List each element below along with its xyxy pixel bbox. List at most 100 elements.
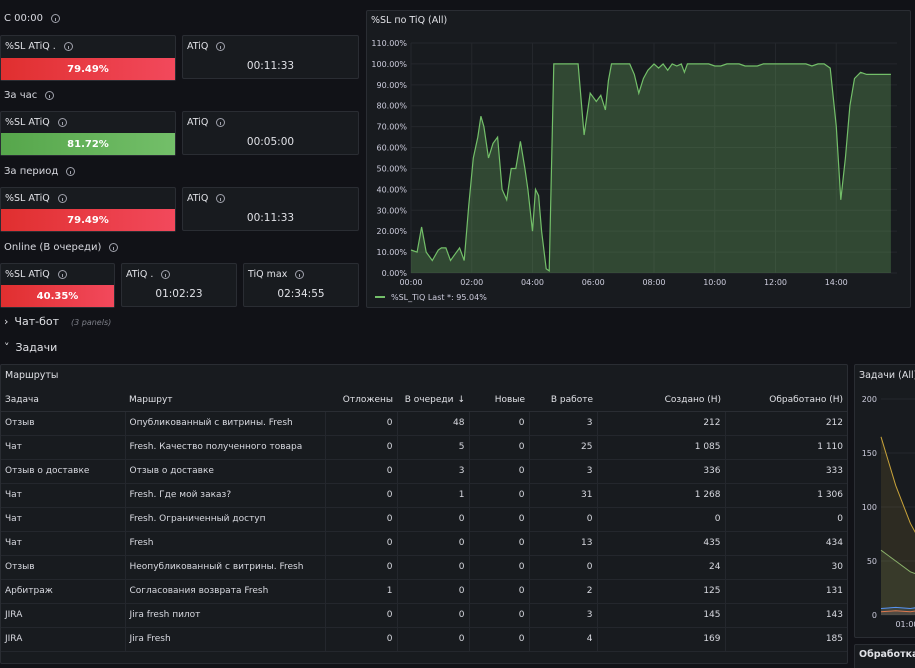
info-icon[interactable] bbox=[57, 270, 67, 279]
table-cell: 131 bbox=[725, 579, 847, 604]
table-cell: 13 bbox=[529, 531, 598, 556]
y-tick-label: 20.00% bbox=[376, 227, 407, 236]
table-cell: 0 bbox=[325, 627, 398, 652]
table-cell: 5 bbox=[397, 435, 470, 460]
table-cell: 1 306 bbox=[725, 483, 847, 508]
table-row[interactable]: Отзыв Неопубликованный с витрины. Fresh 0 0… bbox=[1, 555, 847, 580]
info-icon[interactable] bbox=[216, 42, 226, 51]
table-cell: 31 bbox=[529, 483, 598, 508]
info-icon[interactable] bbox=[63, 42, 73, 51]
table-cell: 0 bbox=[469, 459, 530, 484]
info-icon[interactable] bbox=[216, 118, 226, 127]
table-row[interactable]: Отзыв Опубликованный с витрины. Fresh 0 48 0… bbox=[1, 411, 847, 436]
table-row[interactable]: JIRA Jira Fresh 0 0 0 4 169 185 bbox=[1, 627, 847, 652]
table-row[interactable]: Отзыв о доставке Отзыв о доставке 0 3 0 3 336 3… bbox=[1, 459, 847, 484]
table-cell: Fresh bbox=[125, 531, 326, 556]
info-icon[interactable] bbox=[109, 243, 119, 252]
section-tasks[interactable]: ˅ Задачи bbox=[4, 341, 58, 354]
table-cell: Неопубликованный с витрины. Fresh bbox=[125, 555, 326, 580]
stat-value: 02:34:55 bbox=[277, 288, 325, 300]
row-title-online: Online (В очереди) bbox=[4, 242, 119, 253]
x-tick-label: 02:00 bbox=[460, 278, 483, 287]
stat-value: 40.35% bbox=[1, 285, 114, 307]
tasks-chart[interactable]: 200 150 100 50 0 01:00 bbox=[855, 365, 915, 637]
table-cell: Fresh. Где мой заказ? bbox=[125, 483, 326, 508]
table-cell: 185 bbox=[725, 627, 847, 652]
table-row[interactable]: Арбитраж Согласования возврата Fresh 1 0 0 2 1… bbox=[1, 579, 847, 604]
table-cell: Jira Fresh bbox=[125, 627, 326, 652]
table-cell: 0 bbox=[325, 411, 398, 436]
table-cell: Чат bbox=[1, 531, 126, 556]
chevron-down-icon: ˅ bbox=[4, 341, 10, 354]
column-header[interactable]: В работе bbox=[529, 390, 597, 412]
stat-panel-atiq-online: ATiQ . 01:02:23 bbox=[121, 263, 237, 307]
section-chatbot[interactable]: › Чат-бот (3 panels) bbox=[4, 315, 112, 328]
x-tick-label: 10:00 bbox=[703, 278, 726, 287]
table-cell: 30 bbox=[725, 555, 847, 580]
stat-value: 79.49% bbox=[1, 209, 175, 231]
table-cell: 0 bbox=[469, 435, 530, 460]
table-header-row: Задача Маршрут Отложены В очереди ↓ Новые В ра… bbox=[1, 390, 847, 412]
y-tick-label: 0 bbox=[872, 611, 877, 620]
info-icon[interactable] bbox=[57, 118, 67, 127]
table-cell: 0 bbox=[725, 507, 847, 532]
info-icon[interactable] bbox=[161, 270, 171, 279]
series-area bbox=[411, 63, 891, 274]
table-cell: 0 bbox=[469, 579, 530, 604]
column-header[interactable]: Обработано (Н) bbox=[725, 390, 847, 412]
sl-chart[interactable]: 0.00% 10.00% 20.00% 30.00% 40.00% 50.00% 60.00… bbox=[367, 11, 910, 307]
table-cell: Чат bbox=[1, 435, 126, 460]
table-cell: Чат bbox=[1, 483, 126, 508]
row-title-since-midnight: С 00:00 bbox=[4, 13, 60, 24]
info-icon[interactable] bbox=[50, 14, 60, 23]
table-row[interactable]: JIRA Jira fresh пилот 0 0 0 3 145 143 bbox=[1, 603, 847, 628]
stat-panel-sl-atiq-online: %SL ATiQ 40.35% bbox=[0, 263, 115, 308]
stat-panel-atiq-1: ATiQ 00:11:33 bbox=[182, 35, 359, 79]
info-icon[interactable] bbox=[66, 167, 76, 176]
table-cell: 0 bbox=[397, 555, 470, 580]
column-header[interactable]: Отложены bbox=[325, 390, 397, 412]
x-tick-label: 04:00 bbox=[521, 278, 544, 287]
x-tick-label: 12:00 bbox=[764, 278, 787, 287]
table-cell: 48 bbox=[397, 411, 470, 436]
table-cell: 0 bbox=[529, 507, 598, 532]
column-header[interactable]: Задача bbox=[1, 390, 125, 412]
info-icon[interactable] bbox=[216, 194, 226, 203]
table-cell: Jira fresh пилот bbox=[125, 603, 326, 628]
row-title-per-hour: За час bbox=[4, 90, 55, 101]
table-cell: 3 bbox=[529, 411, 598, 436]
column-header[interactable]: Маршрут bbox=[125, 390, 325, 412]
stat-value: 00:11:33 bbox=[246, 212, 295, 224]
stat-panel-atiq-3: ATiQ 00:11:33 bbox=[182, 187, 359, 231]
y-tick-label: 80.00% bbox=[376, 102, 407, 111]
table-cell: 25 bbox=[529, 435, 598, 460]
table-cell: 212 bbox=[725, 411, 847, 436]
legend-label: %SL_TiQ Last *: 95.04% bbox=[391, 293, 487, 302]
info-icon[interactable] bbox=[295, 270, 305, 279]
table-row[interactable]: Чат Fresh 0 0 0 13 435 434 bbox=[1, 531, 847, 556]
table-cell: 0 bbox=[469, 507, 530, 532]
table-row[interactable]: Чат Fresh. Ограниченный доступ 0 0 0 0 0 0 bbox=[1, 507, 847, 532]
column-header[interactable]: Создано (Н) bbox=[597, 390, 725, 412]
column-header[interactable]: В очереди ↓ bbox=[397, 390, 469, 412]
chevron-right-icon: › bbox=[4, 315, 9, 328]
stat-value: 81.72% bbox=[1, 133, 175, 155]
table-cell: Fresh. Качество полученного товара bbox=[125, 435, 326, 460]
tasks-chart-title: Задачи (All) bbox=[859, 370, 915, 381]
table-cell: 143 bbox=[725, 603, 847, 628]
series-line bbox=[880, 610, 915, 613]
table-cell: JIRA bbox=[1, 627, 126, 652]
table-cell: 435 bbox=[597, 531, 726, 556]
stat-panel-sl-atiq-3: %SL ATiQ 79.49% bbox=[0, 187, 176, 232]
info-icon[interactable] bbox=[45, 91, 55, 100]
info-icon[interactable] bbox=[57, 194, 67, 203]
sort-desc-icon[interactable]: ↓ bbox=[457, 395, 465, 406]
table-cell: 2 bbox=[529, 579, 598, 604]
table-row[interactable]: Чат Fresh. Качество полученного товара 0 5 0… bbox=[1, 435, 847, 460]
table-cell: Fresh. Ограниченный доступ bbox=[125, 507, 326, 532]
table-cell: 1 110 bbox=[725, 435, 847, 460]
y-tick-label: 30.00% bbox=[376, 206, 407, 215]
table-row[interactable]: Чат Fresh. Где мой заказ? 0 1 0 31 1 268 1 306 bbox=[1, 483, 847, 508]
routes-table-body: Отзыв Опубликованный с витрины. Fresh 0 48 0… bbox=[1, 411, 847, 652]
column-header[interactable]: Новые bbox=[469, 390, 529, 412]
